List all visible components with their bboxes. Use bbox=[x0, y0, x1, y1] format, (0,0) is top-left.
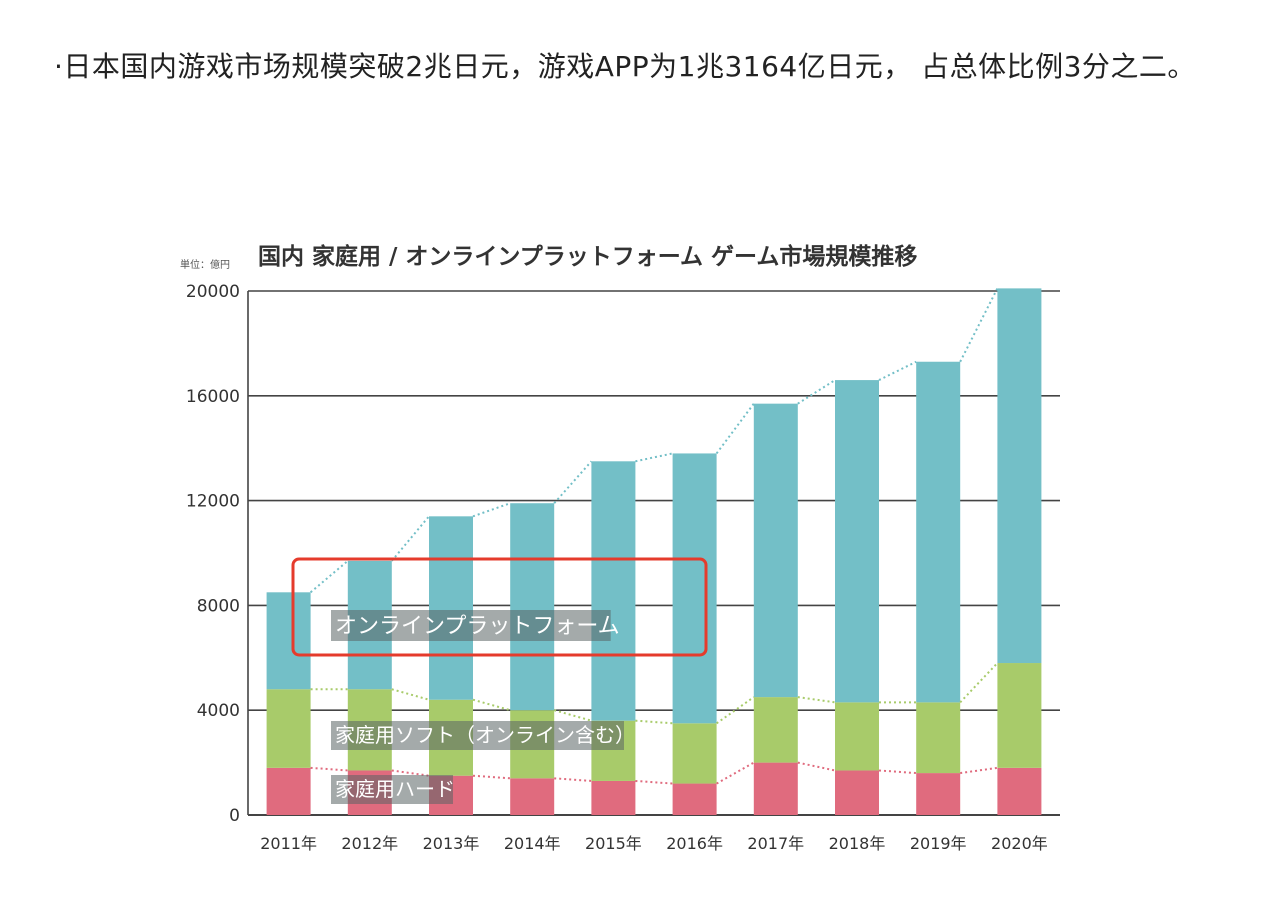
chart-svg: 単位：億円 国内 家庭用 / オンラインプラットフォーム ゲーム市場規模推移 0 40… bbox=[180, 243, 1060, 853]
x-tick-label: 2015年 bbox=[585, 834, 642, 853]
x-tick-label: 2011年 bbox=[260, 834, 317, 853]
legend-label-bg bbox=[331, 610, 611, 641]
bar-segment bbox=[835, 380, 879, 703]
bar-segment bbox=[266, 592, 311, 690]
y-tick-label: 16000 bbox=[186, 387, 240, 407]
connector-line bbox=[797, 379, 836, 405]
connector-line bbox=[554, 777, 592, 782]
bar-segment bbox=[429, 516, 473, 700]
connector-line bbox=[878, 769, 917, 775]
connector-line bbox=[472, 502, 511, 518]
legend-label-bg bbox=[331, 775, 453, 804]
y-tick-label: 4000 bbox=[197, 701, 240, 721]
y-tick-label: 12000 bbox=[186, 492, 240, 512]
connector-line bbox=[797, 696, 836, 704]
bar-segment bbox=[753, 762, 798, 815]
connector-line bbox=[309, 560, 349, 594]
highlight-box bbox=[291, 557, 708, 657]
connector-line bbox=[472, 698, 511, 712]
bar-segment bbox=[997, 663, 1042, 768]
x-tick-label: 2018年 bbox=[829, 834, 886, 853]
connector-line bbox=[553, 460, 593, 504]
bar-segment bbox=[510, 778, 555, 815]
bar-segment bbox=[510, 503, 555, 711]
connector-line bbox=[878, 360, 917, 381]
bar-segment bbox=[753, 697, 798, 763]
bar-segment bbox=[997, 288, 1042, 664]
legend-label: 家庭用ハード bbox=[335, 777, 455, 801]
connector-line bbox=[310, 766, 348, 772]
bar-segment bbox=[753, 403, 798, 698]
connector-line bbox=[635, 779, 673, 785]
connector-line bbox=[472, 774, 511, 780]
bar-segment bbox=[266, 689, 311, 768]
x-tick-label: 2017年 bbox=[747, 834, 804, 853]
x-tick-label: 2014年 bbox=[504, 834, 561, 853]
bar-segment bbox=[591, 780, 636, 815]
connector-line bbox=[959, 662, 999, 704]
x-tick-label: 2012年 bbox=[341, 834, 398, 853]
connector-line bbox=[959, 287, 999, 363]
bar-segment bbox=[916, 702, 961, 774]
chart-title: 国内 家庭用 / オンラインプラットフォーム ゲーム市場規模推移 bbox=[258, 243, 917, 270]
article-paragraph: ·日本国内游戏市场规模突破2兆日元，游戏APP为1兆3164亿日元， 占总体比例… bbox=[54, 50, 1196, 83]
bar-segment bbox=[997, 767, 1042, 815]
legend-label: 家庭用ソフト（オンライン含む） bbox=[335, 723, 635, 747]
bar-segment bbox=[672, 783, 717, 815]
connector-line bbox=[960, 766, 998, 775]
connector-line bbox=[797, 761, 836, 772]
connector-line bbox=[715, 403, 755, 455]
bar-segment bbox=[591, 461, 636, 721]
y-tick-label: 0 bbox=[229, 806, 240, 826]
connector-line bbox=[553, 709, 592, 722]
connector-line bbox=[716, 761, 755, 785]
bar-segment bbox=[266, 767, 311, 815]
x-tick-label: 2016年 bbox=[666, 834, 723, 853]
connector-line bbox=[391, 769, 430, 777]
legend-label: オンラインプラットフォーム bbox=[335, 614, 620, 639]
bar-segment bbox=[916, 773, 961, 815]
x-tick-label: 2020年 bbox=[991, 834, 1048, 853]
connector-line bbox=[391, 515, 430, 562]
legend-label-bg bbox=[331, 721, 624, 750]
y-tick-label: 8000 bbox=[197, 596, 240, 616]
unit-label: 単位：億円 bbox=[180, 258, 230, 271]
bar-segment bbox=[672, 723, 717, 784]
connector-line bbox=[635, 452, 673, 463]
market-size-chart: 単位：億円 国内 家庭用 / オンラインプラットフォーム ゲーム市場規模推移 0 40… bbox=[160, 228, 1080, 868]
bar-segment bbox=[835, 702, 879, 771]
y-tick-label: 20000 bbox=[186, 282, 240, 302]
bar-segment bbox=[916, 361, 961, 703]
connector-line bbox=[635, 719, 673, 725]
connector-line bbox=[391, 688, 430, 701]
x-tick-label: 2019年 bbox=[910, 834, 967, 853]
x-tick-label: 2013年 bbox=[423, 834, 480, 853]
bar-segment bbox=[672, 453, 717, 724]
bar-segment bbox=[835, 770, 879, 815]
